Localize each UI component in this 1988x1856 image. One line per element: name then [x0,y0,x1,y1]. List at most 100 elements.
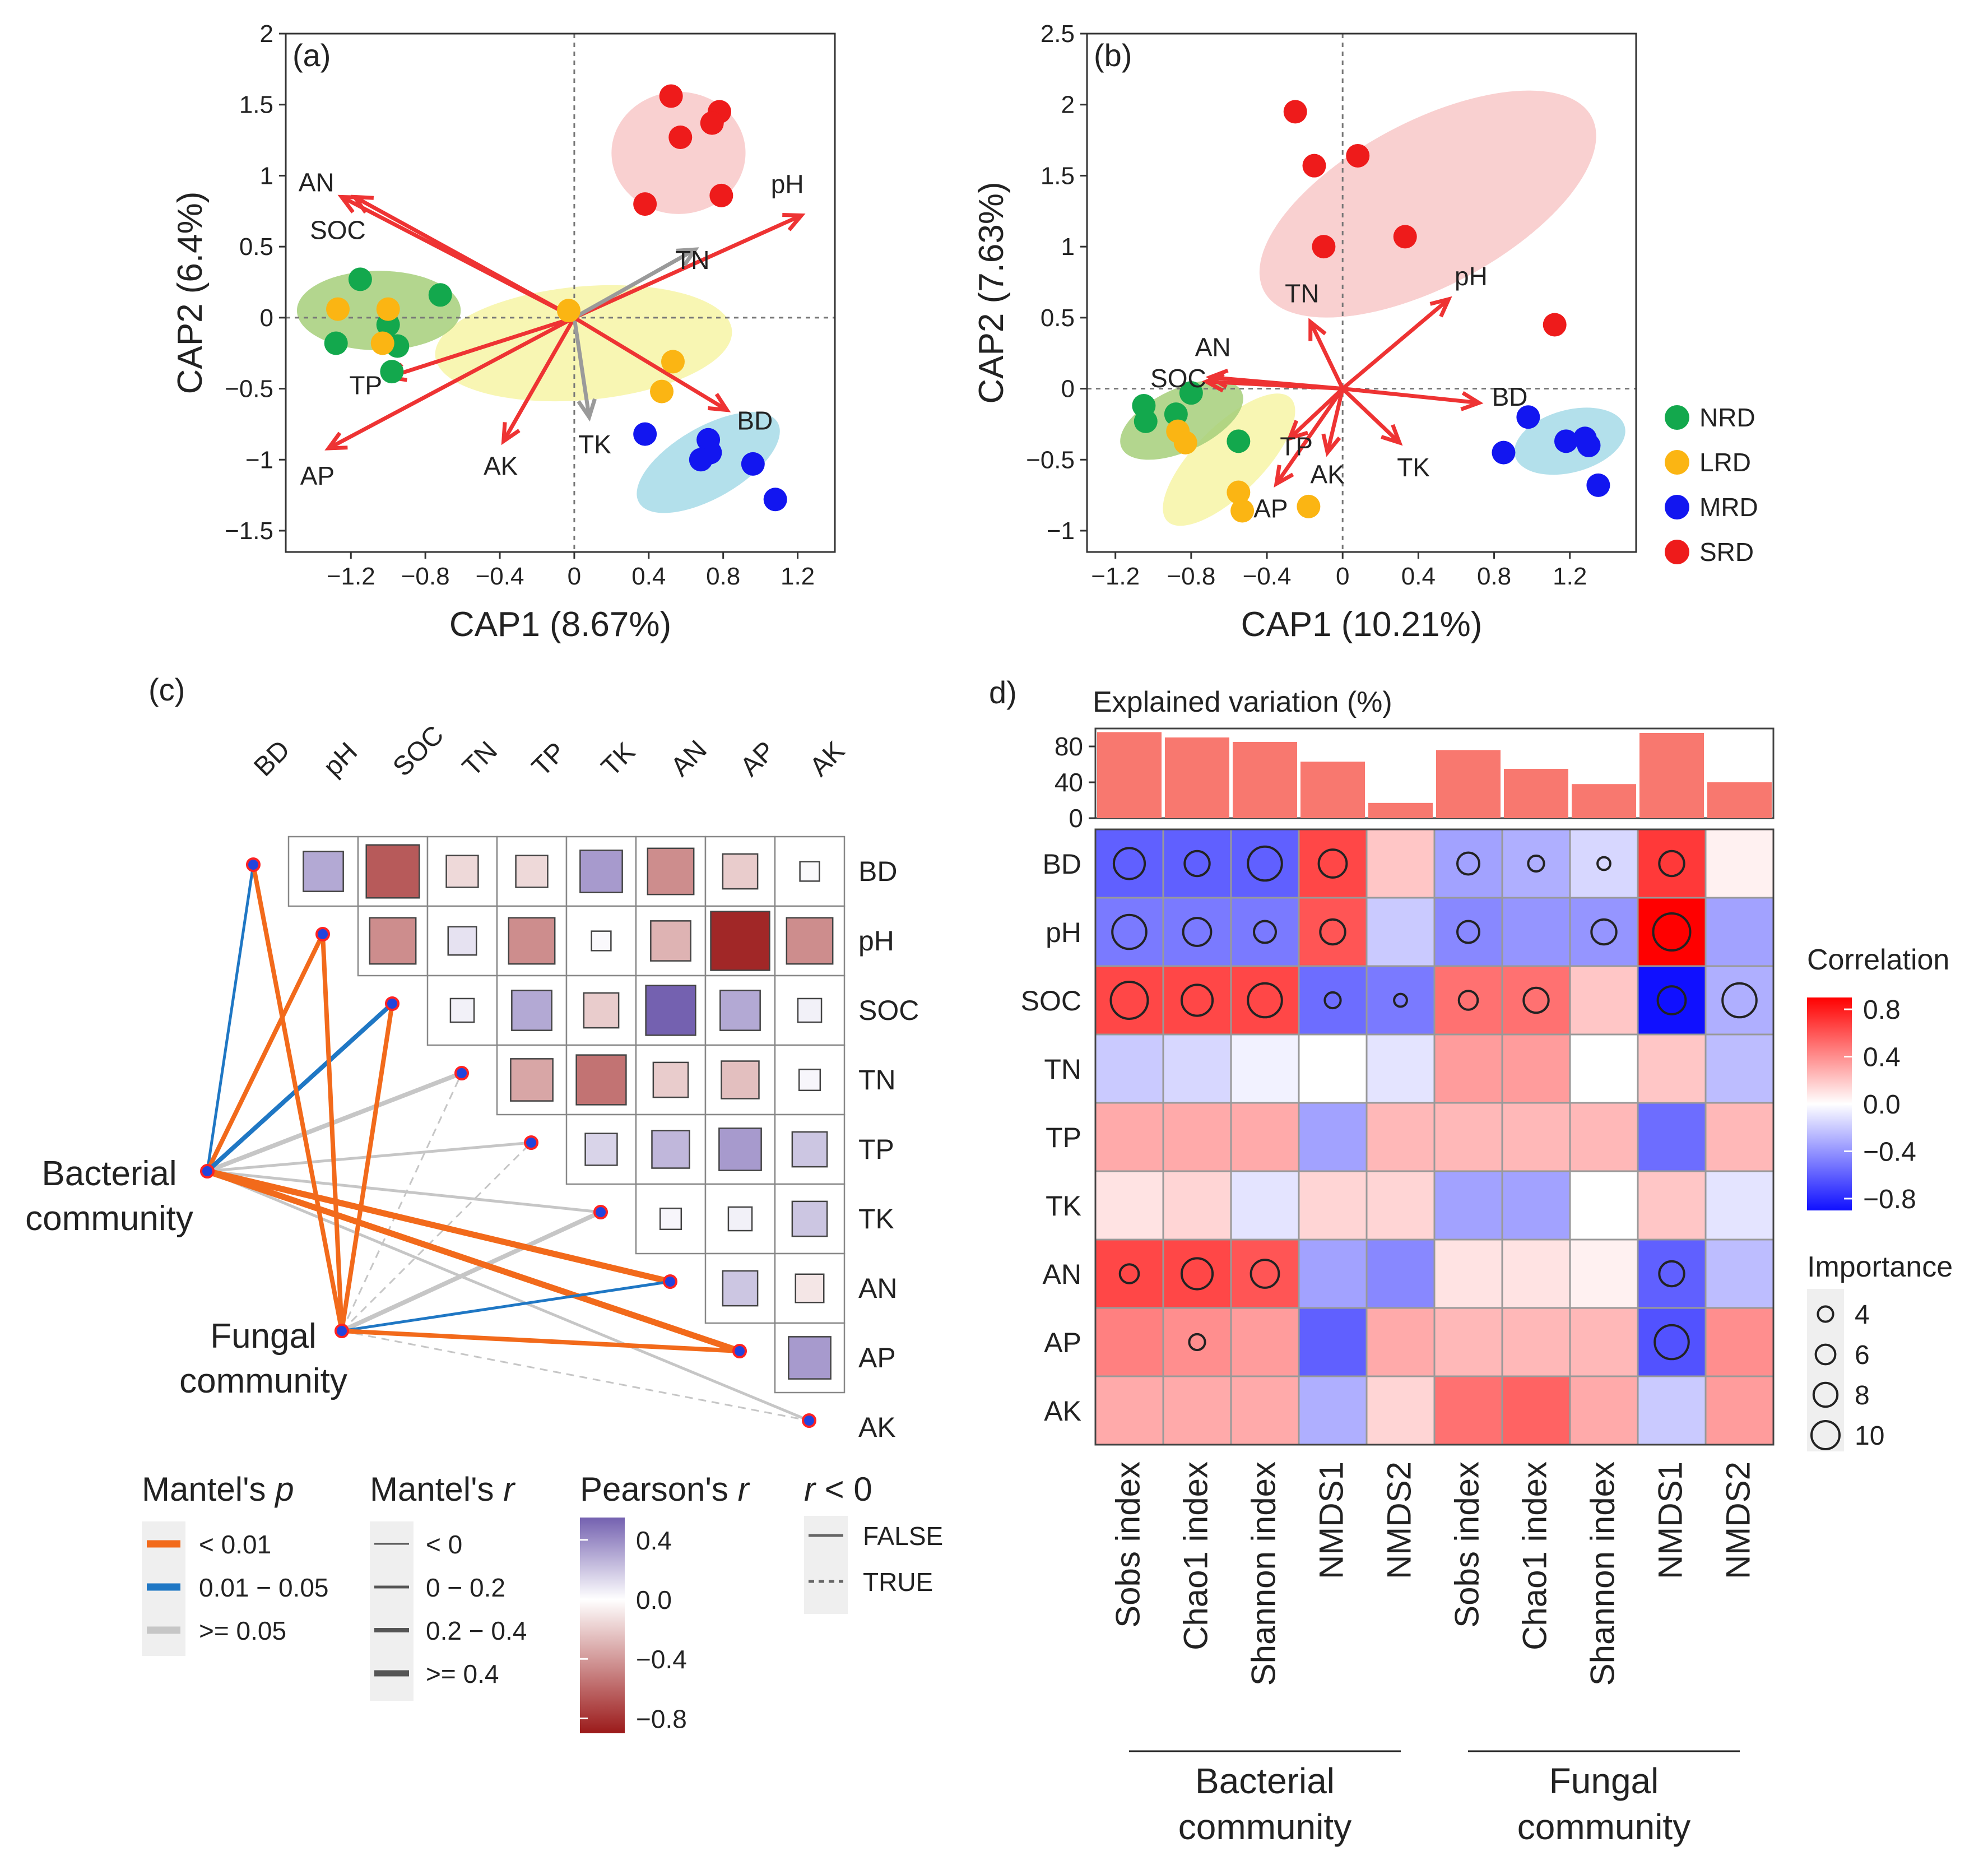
vector-label-tn: TN [675,245,709,275]
vector-arrow-ap [327,315,575,451]
heatmap-cell [1365,1307,1436,1377]
heatmap-cell [1501,965,1571,1036]
column-label: NMDS2 [1720,1461,1757,1579]
point-mrd [633,422,657,446]
legend-dot-srd [1665,540,1689,564]
point-lrd [1227,480,1251,504]
heatmap-cell [1501,1033,1571,1104]
pearson-square [722,1270,759,1307]
importance-circle [1250,1259,1280,1289]
column-header-soc: SOC [387,720,449,782]
point-lrd [370,331,394,355]
legend-importance-label: 4 [1855,1300,1870,1330]
pearson-square [445,855,479,888]
vector-head-ak [1321,433,1341,457]
row-label-bd: BD [1043,848,1081,880]
heatmap-cell [1501,1238,1571,1309]
heatmap-cell [1637,1307,1707,1377]
heatmap-cell [1365,897,1436,967]
legend-label-mantel-p: 0.01 − 0.05 [199,1573,328,1602]
point-lrd [376,297,400,321]
explained-variation-bar [1300,762,1365,818]
bar-y-tick-label: 0 [1069,804,1083,833]
pearson-square [721,1060,760,1099]
heatmap-cell [1637,1102,1707,1172]
heatmap-cell [1230,1307,1300,1377]
explained-variation-bar [1707,782,1772,818]
heatmap-cell [1704,1033,1775,1104]
colorbar-tick-label: −0.4 [1863,1137,1916,1167]
heatmap-cell [1637,828,1707,899]
x-axis-title: CAP1 (8.67%) [449,605,671,644]
legend-title: Mantel's p [142,1470,294,1508]
point-nrd [324,331,348,355]
vector-arrow-ak [501,317,576,443]
x-tick-label: −0.8 [401,563,450,590]
row-label-tp: TP [858,1134,894,1165]
vector-arrow-soc [354,195,575,319]
importance-circle [1393,992,1408,1008]
point-srd [1543,313,1567,337]
point-lrd [326,297,350,321]
importance-circle [1247,982,1283,1019]
heatmap-cell [1704,1102,1775,1172]
vector-label-bd: BD [737,406,773,435]
importance-circle [1658,850,1685,878]
heatmap-cell [1230,828,1300,899]
point-srd [1302,154,1326,178]
plot-frame [285,33,836,553]
importance-circle [1188,1333,1206,1352]
row-label-an: AN [1043,1259,1081,1290]
column-header-tn: TN [457,736,503,782]
column-label: NMDS1 [1313,1461,1350,1579]
heatmap-cell [1230,965,1300,1036]
explained-variation-bar [1165,737,1229,818]
vector-arrow-ph [573,214,802,320]
pearson-square [710,911,770,971]
row-label-bd: BD [858,856,897,887]
heatmap-cell [1162,828,1232,899]
pearson-square [791,1200,828,1237]
legend-label-lrd: LRD [1699,448,1751,477]
column-label: Shannon index [1245,1461,1283,1686]
source-label-bacterial-2: community [25,1199,193,1238]
variable-node [663,1274,677,1289]
vector-head-bd [708,393,731,412]
panel-a: AN SOC pH TN TP AP AK TK BD −1.2 −0.8 −0.4 0 0.4 0.8 1.… [171,20,836,644]
vector-label-ak: AK [484,451,518,480]
importance-circle [1456,920,1480,944]
heatmap-cell [1162,965,1232,1036]
pearson-square [591,930,612,952]
source-label-fungal: Fungal [210,1317,317,1356]
legend-label-linetype: TRUE [863,1567,933,1597]
column-label: NMDS1 [1652,1461,1689,1579]
heatmap-cell [1162,1375,1232,1446]
legend-title-text: Mantel's [142,1470,275,1508]
point-nrd [380,360,404,384]
heatmap-cell [1298,1170,1368,1241]
mantel-link [206,1168,741,1354]
ellipse-lrd [435,285,732,402]
variable-node [315,927,330,941]
x-tick-label: −1.2 [327,563,375,590]
heatmap-cell [1501,897,1571,967]
legend-importance-circle [1814,1343,1837,1366]
point-nrd [348,267,372,291]
heatmap-cell [1162,1307,1232,1377]
heatmap-cell [1433,1375,1503,1446]
row-label-soc: SOC [1021,985,1081,1017]
pearson-colorbar [580,1518,625,1733]
heatmap-cell [1637,1170,1707,1241]
pearson-square [510,1058,554,1102]
legend-title-text: < 0 [815,1470,872,1508]
vector-label-soc: SOC [1150,364,1206,393]
importance-circle [1658,1260,1685,1288]
ellipse-lrd [1163,393,1295,526]
bar-y-tick-label: 40 [1055,768,1083,797]
grid-cell [635,1044,707,1116]
legend-title-italic: p [274,1470,294,1508]
heatmap-cell [1433,828,1503,899]
legend-importance-circle [1812,1381,1839,1408]
panel-b: SOC AN pH TN TP AP AK TK BD −1.2 −0.8 −0.4 0 0.4 0.8 1.… [972,20,1758,644]
heatmap-cell [1637,1238,1707,1309]
